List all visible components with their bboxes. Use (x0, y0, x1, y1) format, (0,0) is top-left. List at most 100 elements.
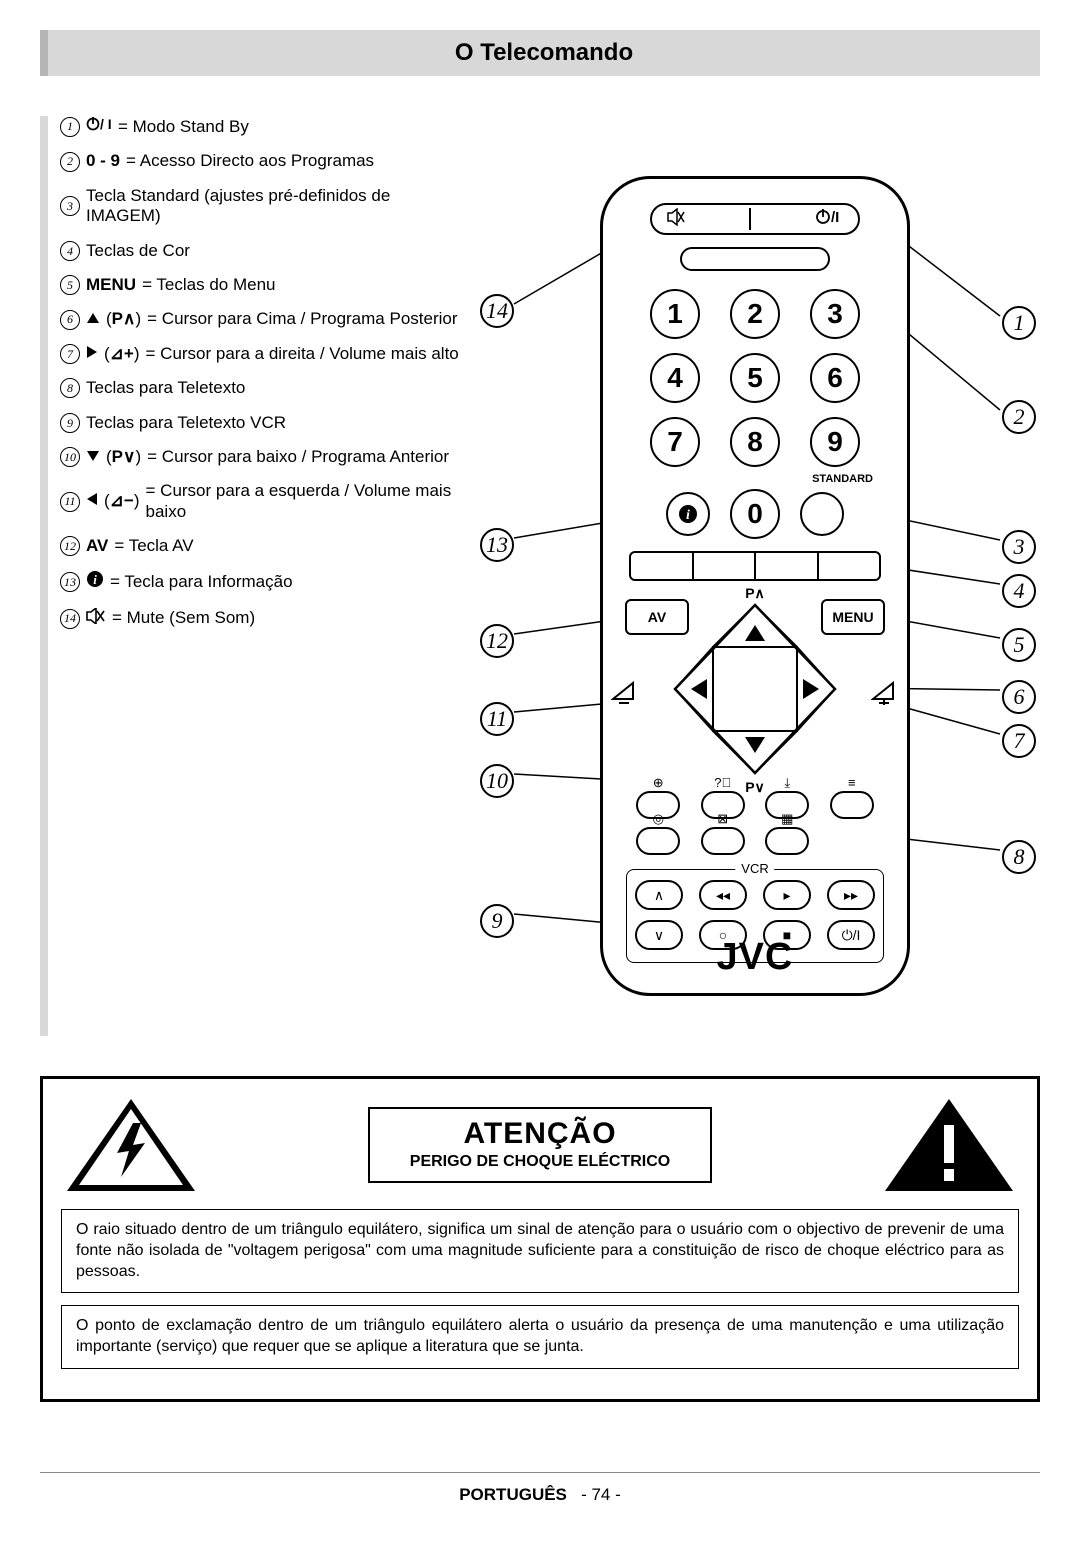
vcr-label: VCR (735, 861, 774, 876)
legend-number: 12 (60, 536, 80, 556)
legend-item-5: 5MENU = Teclas do Menu (60, 275, 460, 295)
legend-number: 4 (60, 241, 80, 261)
legend-item-2: 20 - 9 = Acesso Directo aos Programas (60, 151, 460, 171)
remote-wrap: 1234567891011121314 /I 123456789 (480, 116, 1040, 1036)
numpad-8[interactable]: 8 (730, 417, 780, 467)
vcr-ffwd[interactable]: ▸▸ (827, 880, 875, 910)
info-zero-std-row: i 0 (645, 489, 865, 539)
svg-text:i: i (93, 572, 97, 587)
color-button-red[interactable] (631, 553, 694, 579)
numpad-3[interactable]: 3 (810, 289, 860, 339)
svg-text:/I: /I (831, 209, 839, 226)
legend-number: 3 (60, 196, 80, 216)
numpad-9[interactable]: 9 (810, 417, 860, 467)
numpad-5[interactable]: 5 (730, 353, 780, 403)
info-button[interactable]: i (666, 492, 710, 536)
page-footer: PORTUGUÊS - 74 - (40, 1472, 1040, 1505)
teletext-grid: ⊕ ?⃝ ⤓ ≡ ◎ ⊠ ▦ (635, 791, 875, 855)
callout-14: 14 (480, 294, 514, 328)
legend-item-4: 4Teclas de Cor (60, 241, 460, 261)
color-button-blue[interactable] (819, 553, 880, 579)
warning-paragraph-1: O raio situado dentro de um triângulo eq… (61, 1209, 1019, 1293)
vcr-power[interactable]: ⏻/I (827, 920, 875, 950)
numpad-4[interactable]: 4 (650, 353, 700, 403)
legend-item-8: 8Teclas para Teletexto (60, 378, 460, 398)
attention-title-box: ATENÇÃO PERIGO DE CHOQUE ELÉCTRICO (368, 1107, 712, 1183)
dpad (665, 599, 845, 779)
legend-item-13: 13i = Tecla para Informação (60, 570, 460, 593)
ttx-btn-4[interactable]: ≡ (830, 791, 874, 819)
remote-column: 1234567891011121314 /I 123456789 (480, 116, 1040, 1036)
remote-body: /I 123 456 789 STANDARD i 0 (600, 176, 910, 996)
svg-text:i: i (686, 508, 690, 523)
callout-11: 11 (480, 702, 514, 736)
numpad-7[interactable]: 7 (650, 417, 700, 467)
legend-item-6: 6(P∧) = Cursor para Cima / Programa Post… (60, 309, 460, 329)
top-button-bar: /I (650, 203, 860, 235)
color-buttons-row (629, 551, 881, 581)
callout-3: 3 (1002, 530, 1036, 564)
legend-number: 10 (60, 447, 80, 467)
callout-4: 4 (1002, 574, 1036, 608)
legend-number: 7 (60, 344, 80, 364)
legend-number: 2 (60, 152, 80, 172)
standard-label: STANDARD (812, 473, 873, 485)
legend-item-11: 11(⊿−) = Cursor para a esquerda / Volume… (60, 481, 460, 522)
attention-subtitle: PERIGO DE CHOQUE ELÉCTRICO (410, 1153, 670, 1171)
ttx-btn-6[interactable]: ⊠ (701, 827, 745, 855)
legend-item-14: 14 = Mute (Sem Som) (60, 608, 460, 629)
vol-minus-icon (611, 679, 639, 710)
attention-title: ATENÇÃO (410, 1117, 670, 1151)
legend-number: 14 (60, 609, 80, 629)
legend-number: 9 (60, 413, 80, 433)
page: O Telecomando 1/ I = Modo Stand By20 - 9… (0, 0, 1080, 1545)
numpad-1[interactable]: 1 (650, 289, 700, 339)
warning-top-row: ATENÇÃO PERIGO DE CHOQUE ELÉCTRICO (61, 1095, 1019, 1195)
color-button-yellow[interactable] (756, 553, 819, 579)
callout-1: 1 (1002, 306, 1036, 340)
numpad-2[interactable]: 2 (730, 289, 780, 339)
power-icon: /I (814, 208, 844, 231)
left-icon (86, 491, 98, 511)
callout-13: 13 (480, 528, 514, 562)
vcr-ch-up[interactable]: ∧ (635, 880, 683, 910)
legend-column: 1/ I = Modo Stand By 20 - 9 = Acesso Dire… (40, 116, 470, 1036)
legend-number: 5 (60, 275, 80, 295)
standard-button[interactable] (800, 492, 844, 536)
legend-number: 8 (60, 378, 80, 398)
vol-plus-icon (871, 679, 899, 710)
warning-box: ATENÇÃO PERIGO DE CHOQUE ELÉCTRICO O rai… (40, 1076, 1040, 1402)
ttx-btn-5[interactable]: ◎ (636, 827, 680, 855)
ttx-btn-7[interactable]: ▦ (765, 827, 809, 855)
brand-logo: JVC (717, 936, 794, 979)
info-icon: i (86, 570, 104, 593)
exclamation-triangle-icon (879, 1095, 1019, 1195)
lightning-triangle-icon (61, 1095, 201, 1195)
callout-8: 8 (1002, 840, 1036, 874)
legend-number: 6 (60, 310, 80, 330)
zero-button[interactable]: 0 (730, 489, 780, 539)
legend-item-9: 9Teclas para Teletexto VCR (60, 413, 460, 433)
up-icon (86, 309, 100, 329)
numpad-6[interactable]: 6 (810, 353, 860, 403)
color-button-green[interactable] (694, 553, 757, 579)
legend-number: 13 (60, 572, 80, 592)
down-icon (86, 447, 100, 467)
legend-item-1: 1/ I = Modo Stand By (60, 116, 460, 137)
callout-2: 2 (1002, 400, 1036, 434)
main-row: 1/ I = Modo Stand By 20 - 9 = Acesso Dire… (40, 116, 1040, 1036)
vcr-rewind[interactable]: ◂◂ (699, 880, 747, 910)
callout-9: 9 (480, 904, 514, 938)
callout-10: 10 (480, 764, 514, 798)
vcr-play[interactable]: ▸ (763, 880, 811, 910)
right-icon (86, 344, 98, 364)
legend-number: 11 (60, 492, 80, 512)
legend-item-7: 7(⊿+) = Cursor para a direita / Volume m… (60, 344, 460, 364)
footer-lang: PORTUGUÊS (459, 1485, 567, 1504)
vcr-ch-down[interactable]: ∨ (635, 920, 683, 950)
power-icon: / I (86, 116, 112, 137)
footer-page: - 74 - (581, 1485, 621, 1504)
callout-12: 12 (480, 624, 514, 658)
mute-icon (666, 208, 686, 231)
callout-5: 5 (1002, 628, 1036, 662)
